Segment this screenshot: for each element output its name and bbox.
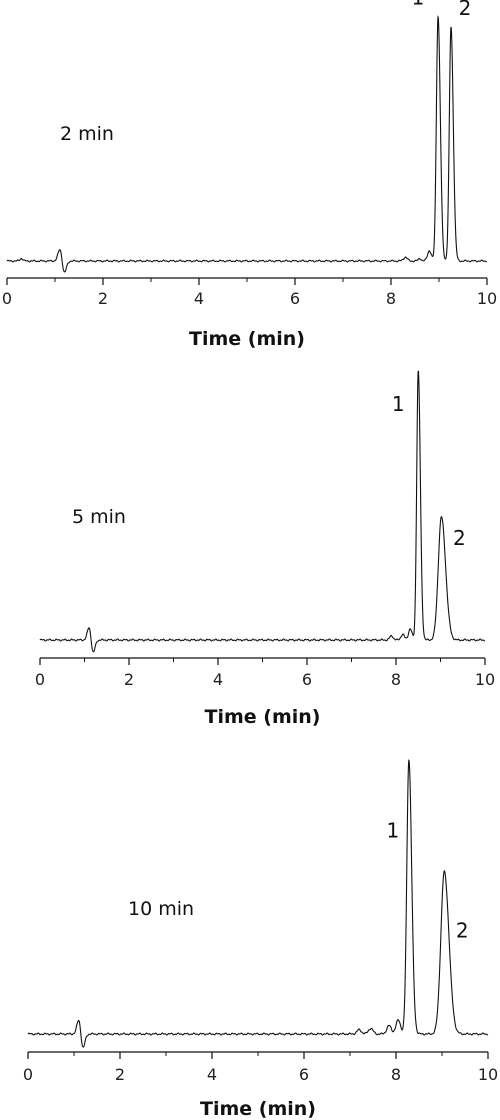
peak-label-2: 2 — [453, 526, 466, 550]
x-tick-label: 2 — [98, 289, 108, 308]
peak-label-1: 1 — [392, 392, 405, 416]
x-tick-label: 4 — [207, 1065, 217, 1084]
chromatogram-panel-10-min: 0 2 4 6 8 10 Time (min) 10 min 1 2 — [23, 759, 498, 1120]
x-tick-label: 0 — [35, 670, 45, 689]
panel-time-label: 10 min — [128, 898, 194, 920]
x-axis-title: Time (min) — [189, 328, 305, 350]
x-tick-label: 0 — [23, 1065, 33, 1084]
peak-label-2: 2 — [459, 0, 472, 20]
x-axis-title: Time (min) — [205, 706, 321, 728]
x-tick-label: 4 — [194, 289, 204, 308]
x-tick-label: 8 — [386, 289, 396, 308]
peak-label-1: 1 — [387, 819, 400, 843]
x-tick-label: 10 — [475, 670, 495, 689]
chromatogram-trace — [27, 759, 489, 1048]
x-tick-label: 10 — [478, 1065, 498, 1084]
panel-time-label: 2 min — [60, 123, 114, 145]
x-tick-label: 8 — [391, 670, 401, 689]
x-tick-label: 0 — [2, 289, 12, 308]
chromatogram-panel-2-min: 0 2 4 6 8 10 Time (min) 2 min 1 2 — [2, 0, 497, 350]
x-tick-label: 8 — [391, 1065, 401, 1084]
x-tick-label: 10 — [477, 289, 497, 308]
x-tick-label: 2 — [115, 1065, 125, 1084]
chromatogram-panel-5-min: 0 2 4 6 8 10 Time (min) 5 min 1 2 — [35, 370, 495, 728]
chromatogram-trace — [6, 15, 488, 273]
peak-label-2: 2 — [456, 919, 469, 943]
chromatogram-trace — [39, 370, 486, 653]
x-tick-label: 2 — [124, 670, 134, 689]
x-tick-label: 4 — [213, 670, 223, 689]
panel-time-label: 5 min — [72, 506, 126, 528]
peak-label-1: 1 — [412, 0, 425, 10]
x-tick-label: 6 — [299, 1065, 309, 1084]
x-tick-label: 6 — [290, 289, 300, 308]
x-tick-label: 6 — [302, 670, 312, 689]
x-axis-title: Time (min) — [200, 1098, 316, 1120]
